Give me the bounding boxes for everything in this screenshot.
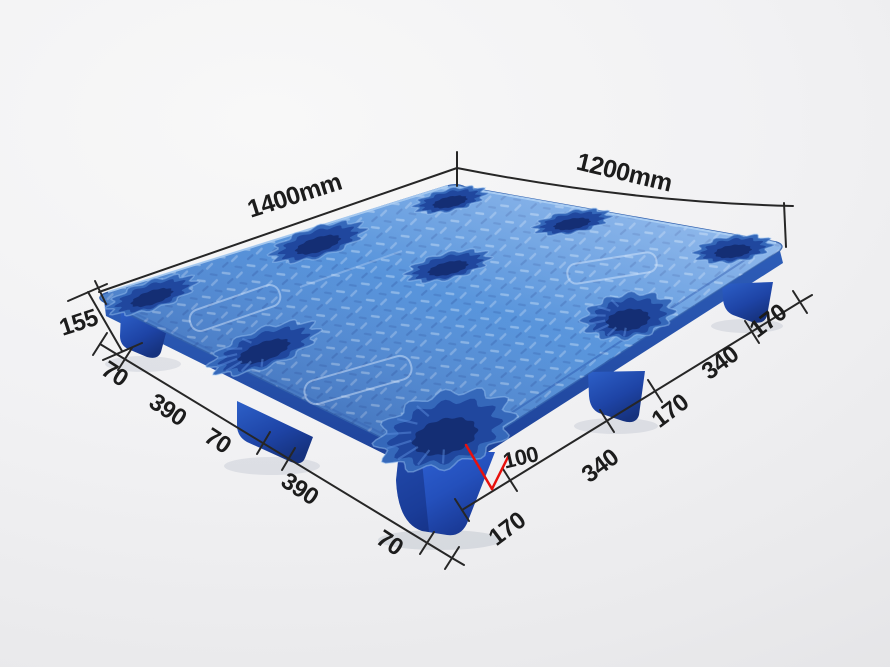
pallet-art-shape [303, 354, 413, 406]
cup-ridge [416, 405, 430, 417]
extension-line-right-corner [783, 202, 787, 248]
leg-bottom-corner-shade [396, 452, 429, 532]
dim-tick [94, 280, 107, 305]
dim-label-340-2: 340 [697, 341, 744, 386]
cup-ridge [441, 449, 445, 464]
cup-ridge [594, 323, 610, 333]
cup-ridge [597, 305, 611, 312]
dimension-annotations [67, 151, 813, 570]
foot-cup-shape [294, 234, 342, 255]
skirt-right [438, 251, 783, 482]
pallet-art-shape [188, 284, 282, 332]
foot-cup-shape [237, 338, 291, 365]
pallet-art-shape [469, 251, 758, 441]
dim-tick [117, 347, 133, 371]
pallet-foot-cups [103, 184, 776, 473]
leg-bottom-corner [396, 452, 495, 536]
pallet-art-shape [490, 453, 511, 491]
cup-ridge [623, 327, 627, 337]
dim-label-70-3: 70 [371, 525, 407, 562]
foot-cup-shape [605, 308, 651, 332]
cup-ridge [397, 446, 419, 461]
dim-tick [256, 431, 271, 455]
dim-line-155 [87, 291, 123, 352]
dim-tick [444, 546, 460, 570]
foot-cup-shape [427, 260, 469, 277]
dim-label-1400mm: 1400mm [244, 168, 345, 224]
pallet-art-shape [378, 530, 502, 550]
dim-label-70-2: 70 [199, 423, 235, 460]
cup-ridge [225, 360, 243, 372]
cup-ridge [260, 358, 264, 367]
foot-cup-shape [130, 287, 174, 308]
cup-ridge [216, 357, 238, 368]
dim-line-1400 [98, 167, 458, 293]
leg-left-corner [120, 312, 166, 358]
dim-line-1200 [456, 167, 794, 207]
dim-tick [102, 342, 143, 361]
dim-tick [792, 290, 808, 314]
cup-ridge [610, 299, 620, 308]
dim-tick [281, 447, 296, 471]
pallet-art-shape [224, 457, 320, 475]
cup-ridge [417, 449, 431, 466]
pallet-art-shape [566, 251, 658, 285]
dim-tick [92, 332, 108, 356]
dim-tick [454, 498, 470, 522]
foot-cup-shape [553, 217, 591, 231]
dim-tick [67, 283, 108, 302]
cup-ridge [588, 319, 606, 326]
dim-tick [599, 409, 615, 433]
leg-right-corner [722, 282, 773, 323]
pallet-art-shape [127, 309, 421, 453]
cup-ridge [397, 417, 418, 425]
pallet-art-shape [574, 418, 658, 434]
dim-tick [419, 531, 435, 555]
deck-seam-marks [127, 250, 758, 453]
dim-label-155: 155 [56, 304, 101, 342]
cup-ridge [241, 337, 252, 344]
dim-label-100-red: 100 [501, 441, 541, 473]
cup-ridge [386, 439, 412, 450]
deck-far-rim-highlight [107, 185, 777, 293]
foot-cup-shape [432, 195, 468, 209]
dim-tick [744, 320, 760, 344]
pallet-art-shape [299, 250, 403, 288]
leg-width-red-annotation [464, 443, 511, 491]
dim-tick [502, 468, 518, 492]
foot-cup-shape [411, 417, 479, 456]
cup-ridge [386, 431, 412, 436]
pallet-side-skirt [104, 251, 783, 482]
pallet-art-shape [464, 443, 494, 491]
leg-mid-right [588, 371, 645, 423]
cup-ridge [217, 353, 238, 360]
dim-tick [647, 379, 663, 403]
dim-label-340-1: 340 [577, 444, 624, 489]
cup-ridge [240, 360, 252, 372]
foot-cup-shape [714, 244, 752, 259]
skirt-left [104, 300, 437, 480]
cup-ridge [606, 326, 617, 337]
